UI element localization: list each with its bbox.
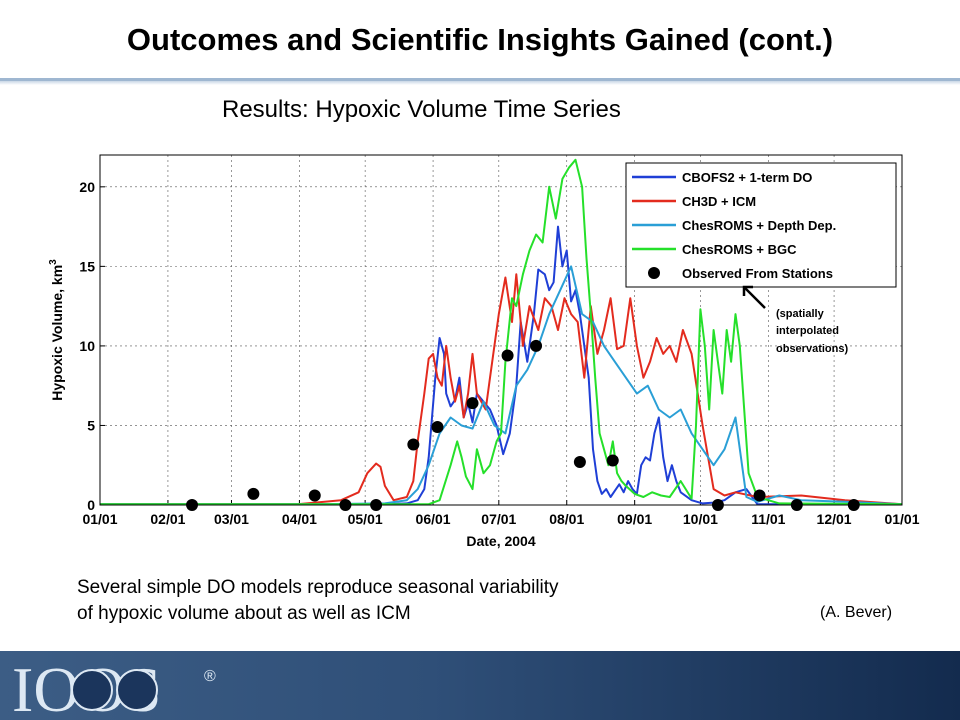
title-divider [0, 78, 960, 81]
series-lines [100, 158, 903, 506]
y-axis-label-text: Hypoxic Volume, km [49, 265, 65, 401]
legend: CBOFS2 + 1-term DO CH3D + ICM ChesROMS + D… [625, 162, 897, 288]
ioos-logo: IOOS ® [12, 655, 216, 719]
observed-point [466, 397, 479, 410]
series-line [100, 273, 903, 506]
legend-label: ChesROMS + Depth Dep. [682, 218, 836, 233]
legend-label: Observed From Stations [682, 266, 833, 281]
x-tick-label: 01/01 [82, 511, 117, 527]
legend-label: ChesROMS + BGC [682, 242, 797, 257]
globe-icon [71, 669, 113, 711]
series-line [100, 158, 903, 506]
registered-mark: ® [204, 668, 216, 685]
plot-frame [99, 154, 903, 506]
footer-bar: IOOS ® [0, 651, 960, 720]
globe-icon-2 [116, 669, 158, 711]
series-line [100, 265, 903, 506]
x-tick-label: 08/01 [549, 511, 584, 527]
x-tick-label: 05/01 [348, 511, 383, 527]
observed-point [431, 421, 444, 434]
tick-labels: 01/01 02/01 03/01 04/01 05/01 06/01 07/01 08/01… [79, 179, 919, 527]
x-tick-label: 12/01 [817, 511, 852, 527]
x-tick-label: 11/01 [751, 511, 785, 527]
legend-marker [648, 267, 660, 279]
y-tick-label: 15 [79, 258, 95, 274]
observed-point [530, 339, 543, 352]
observed-point [247, 487, 260, 500]
observed-point [407, 438, 420, 451]
observed-point [308, 489, 321, 502]
caption-line: Several simple DO models reproduce seaso… [77, 577, 559, 598]
credit-text: (A. Bever) [820, 604, 893, 621]
y-tick-label: 5 [87, 417, 95, 433]
x-tick-label: 01/01 [884, 511, 919, 527]
caption-line: of hypoxic volume about as well as ICM [77, 603, 411, 624]
y-tick-label: 0 [87, 497, 95, 513]
x-tick-label: 09/01 [617, 511, 652, 527]
x-tick-label: 07/01 [481, 511, 516, 527]
title-divider-shadow [0, 81, 960, 85]
annotation-line: observations) [776, 343, 848, 355]
x-tick-label: 02/01 [150, 511, 185, 527]
x-tick-label: 10/01 [683, 511, 718, 527]
annotation-line: (spatially [776, 308, 825, 320]
observed-point [606, 454, 619, 467]
y-axis-label: Hypoxic Volume, km3 [48, 259, 65, 401]
y-axis-label-sup: 3 [48, 259, 59, 265]
observed-point [753, 489, 766, 502]
x-tick-label: 03/01 [214, 511, 249, 527]
legend-label: CBOFS2 + 1-term DO [682, 170, 812, 185]
y-tick-label: 10 [79, 338, 95, 354]
observed-point [501, 349, 514, 362]
observed-points [186, 339, 860, 511]
y-tick-label: 20 [79, 179, 95, 195]
x-axis-label: Date, 2004 [466, 533, 535, 549]
slide-title: Outcomes and Scientific Insights Gained … [126, 22, 834, 57]
legend-label: CH3D + ICM [682, 194, 756, 209]
caption: Several simple DO models reproduce seaso… [77, 575, 717, 627]
x-tick-label: 06/01 [416, 511, 451, 527]
observed-point [573, 456, 586, 469]
annotation-arrow-head [742, 285, 753, 296]
series-line [100, 225, 902, 506]
chart-heading: Results: Hypoxic Volume Time Series [222, 96, 621, 123]
annotation: (spatially interpolated observations) [742, 285, 848, 355]
annotation-line: interpolated [776, 325, 839, 337]
x-tick-label: 04/01 [282, 511, 317, 527]
annotation-arrow-line [743, 286, 766, 309]
